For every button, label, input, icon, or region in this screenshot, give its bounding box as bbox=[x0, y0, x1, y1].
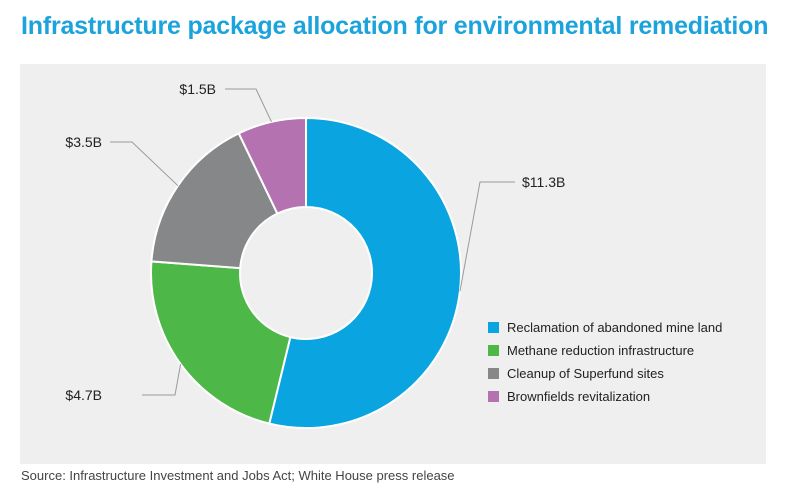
value-label-brownfields: $1.5B bbox=[179, 81, 216, 97]
donut-slice-methane bbox=[150, 260, 292, 425]
source-note: Source: Infrastructure Investment and Jo… bbox=[21, 468, 455, 483]
legend-item-brownfields: Brownfields revitalization bbox=[488, 385, 722, 408]
value-label-methane: $4.7B bbox=[65, 387, 102, 403]
leader-line-brownfields bbox=[225, 88, 272, 123]
legend-swatch bbox=[488, 391, 499, 402]
legend-swatch bbox=[488, 345, 499, 356]
legend-swatch bbox=[488, 322, 499, 333]
donut-chart: $11.3B $4.7B $3.5B $1.5B bbox=[65, 81, 565, 429]
legend-item-mine-land: Reclamation of abandoned mine land bbox=[488, 316, 722, 339]
leader-line-methane bbox=[142, 364, 182, 396]
donut-slice-mine-land bbox=[268, 116, 462, 429]
legend-label: Methane reduction infrastructure bbox=[507, 343, 695, 358]
chart-legend: Reclamation of abandoned mine land Methan… bbox=[488, 316, 722, 408]
chart-title: Infrastructure package allocation for en… bbox=[21, 12, 769, 40]
chart-panel: $11.3B $4.7B $3.5B $1.5B Reclamation of aba… bbox=[20, 64, 766, 464]
value-label-superfund: $3.5B bbox=[65, 134, 102, 150]
legend-item-superfund: Cleanup of Superfund sites bbox=[488, 362, 722, 385]
legend-label: Reclamation of abandoned mine land bbox=[507, 320, 723, 335]
leader-line-mine-land bbox=[459, 181, 515, 292]
donut-slice-superfund bbox=[150, 132, 279, 270]
legend-label: Cleanup of Superfund sites bbox=[507, 366, 664, 381]
donut-slice-brownfields bbox=[237, 116, 307, 215]
leader-line-superfund bbox=[110, 141, 179, 187]
legend-item-methane: Methane reduction infrastructure bbox=[488, 339, 722, 362]
value-label-mine-land: $11.3B bbox=[522, 174, 565, 190]
legend-label: Brownfields revitalization bbox=[507, 389, 651, 404]
legend-swatch bbox=[488, 368, 499, 379]
